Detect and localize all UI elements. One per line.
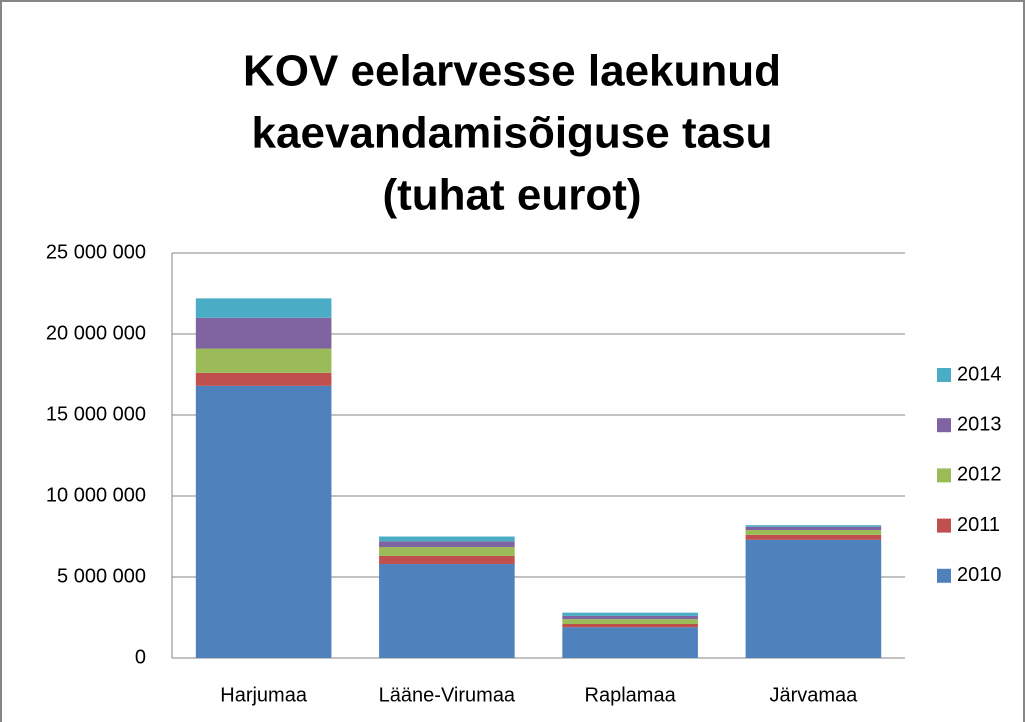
y-tick-label: 10 000 000 (46, 484, 146, 506)
y-tick-label: 15 000 000 (46, 403, 146, 425)
bar-segment (195, 317, 332, 349)
x-tick-label: Lääne-Virumaa (379, 684, 516, 706)
legend-swatch (937, 368, 951, 382)
bar-segment (195, 385, 332, 658)
legend-swatch (937, 568, 951, 583)
bar-segment (379, 555, 515, 565)
legend-label: 2012 (957, 464, 1002, 486)
bar-segment (562, 623, 698, 628)
bar-segment (562, 612, 698, 616)
bar-segment (562, 619, 698, 624)
bar-segment (562, 615, 698, 620)
bar-segment (379, 547, 515, 556)
chart-title: (tuhat eurot) (382, 171, 641, 220)
bar-segment (745, 530, 882, 535)
x-tick-label: Harjumaa (220, 684, 308, 706)
chart-title: KOV eelarvesse laekunud (243, 47, 781, 96)
bar-segment (745, 526, 882, 531)
bar-segment (195, 298, 332, 318)
legend-swatch (937, 468, 951, 483)
bar-segment (379, 564, 515, 658)
bar-segment (379, 541, 515, 548)
bar-segment (745, 534, 882, 540)
bar-segment (379, 536, 515, 542)
bar-segment (195, 372, 332, 386)
legend-label: 2014 (957, 363, 1002, 385)
chart-title: kaevandamisõiguse tasu (252, 109, 773, 158)
y-tick-label: 5 000 000 (57, 565, 146, 587)
bar-segment (562, 627, 698, 658)
legend-label: 2010 (957, 564, 1002, 586)
legend-label: 2011 (957, 514, 1000, 536)
x-tick-label: Raplamaa (585, 684, 677, 706)
bar-segment (745, 539, 882, 658)
bar-segment (195, 348, 332, 373)
y-tick-label: 20 000 000 (46, 322, 146, 344)
y-tick-label: 0 (135, 646, 146, 668)
x-tick-label: Järvamaa (769, 684, 858, 706)
bar-segment (745, 525, 882, 527)
legend-swatch (937, 518, 951, 533)
y-tick-label: 25 000 000 (46, 241, 146, 263)
legend-label: 2013 (957, 413, 1002, 435)
legend-swatch (937, 418, 951, 433)
